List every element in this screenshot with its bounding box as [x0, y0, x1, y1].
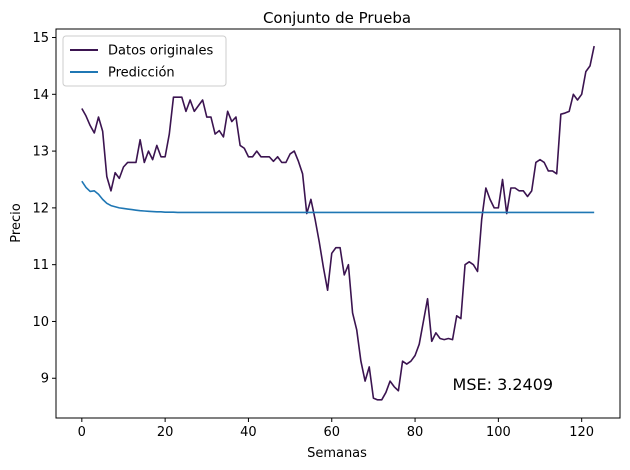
- x-axis-title: Semanas: [307, 446, 367, 461]
- plot-area: [81, 45, 595, 401]
- y-tick-label: 9: [41, 372, 49, 387]
- x-tick-label: 120: [569, 425, 594, 440]
- y-tick-label: 10: [32, 315, 49, 330]
- y-tick-label: 15: [32, 31, 49, 46]
- y-axis: 9 10 11 12 13 14 15: [32, 31, 56, 387]
- y-tick-label: 11: [32, 258, 49, 273]
- legend-label: Predicción: [108, 66, 175, 81]
- legend-box: [62, 35, 227, 87]
- plot-frame: [55, 28, 621, 419]
- legend-label: Datos originales: [108, 44, 214, 59]
- legend: Datos originales Predicción: [62, 35, 227, 87]
- x-tick-label: 60: [323, 425, 340, 440]
- x-tick-label: 0: [78, 425, 86, 440]
- series-line-1: [81, 180, 595, 214]
- x-tick-label: 20: [157, 425, 174, 440]
- y-axis-title: Precio: [9, 203, 24, 242]
- mse-annotation: MSE: 3.2409: [453, 375, 554, 394]
- x-axis: 0 20 40 60 80 100 120: [78, 418, 594, 440]
- x-tick-label: 80: [407, 425, 424, 440]
- chart-title: Conjunto de Prueba: [263, 9, 411, 27]
- y-tick-label: 13: [32, 145, 49, 160]
- y-tick-label: 14: [32, 88, 49, 103]
- series-line-0: [81, 45, 595, 401]
- y-tick-label: 12: [32, 201, 49, 216]
- x-tick-label: 100: [486, 425, 511, 440]
- x-tick-label: 40: [240, 425, 257, 440]
